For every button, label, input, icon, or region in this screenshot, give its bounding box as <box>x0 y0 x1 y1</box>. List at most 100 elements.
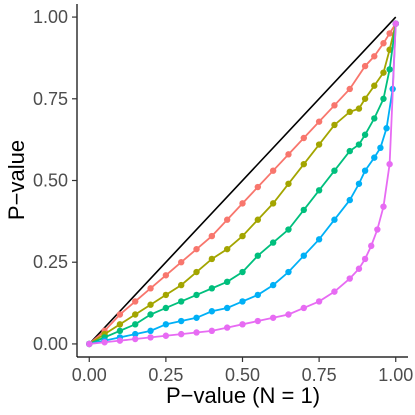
data-point <box>346 147 353 155</box>
data-point <box>285 180 292 187</box>
series-3 <box>86 20 399 348</box>
data-point <box>371 53 378 60</box>
series-layer <box>86 20 399 348</box>
data-point <box>101 339 108 346</box>
data-point <box>331 121 338 129</box>
data-point <box>147 311 154 318</box>
x-tick-label: 0.50 <box>225 365 260 385</box>
y-tick-label: 0.75 <box>33 89 68 109</box>
data-point <box>361 167 369 174</box>
data-point <box>223 245 231 253</box>
data-point <box>193 245 200 253</box>
y-tick-label: 0.00 <box>33 334 68 354</box>
data-point <box>371 115 378 122</box>
data-point <box>300 252 307 259</box>
data-point <box>254 216 262 223</box>
data-point <box>371 82 378 89</box>
data-point <box>368 242 375 250</box>
data-point <box>346 85 353 93</box>
data-point <box>116 327 124 335</box>
data-point <box>380 40 387 47</box>
data-point <box>361 255 369 263</box>
data-point <box>254 317 262 325</box>
data-point <box>269 239 277 246</box>
y-axis-title: P−value <box>4 140 29 220</box>
data-point <box>178 330 185 338</box>
series-2 <box>86 20 399 348</box>
data-point <box>377 144 384 152</box>
data-point <box>380 203 387 210</box>
data-point <box>178 281 185 289</box>
data-point <box>208 327 216 335</box>
data-point <box>331 167 338 174</box>
data-point <box>193 314 200 321</box>
data-point <box>162 291 170 299</box>
data-point <box>193 268 200 276</box>
data-point <box>300 206 307 214</box>
data-point <box>269 314 277 321</box>
data-point <box>132 335 139 343</box>
x-tick-label: 0.75 <box>302 365 337 385</box>
data-point <box>392 20 399 27</box>
data-point <box>116 321 124 328</box>
data-point <box>300 160 307 168</box>
data-point <box>361 62 369 70</box>
data-point <box>208 308 216 315</box>
data-point <box>254 291 262 299</box>
x-tick-label: 0.25 <box>148 365 183 385</box>
data-point <box>386 30 393 37</box>
data-point <box>147 334 154 341</box>
data-point <box>383 125 390 132</box>
reference-line <box>88 16 397 345</box>
data-point <box>162 321 170 328</box>
series-5 <box>86 20 399 348</box>
data-point <box>223 324 231 331</box>
data-point <box>178 317 185 325</box>
data-point <box>208 255 216 263</box>
data-point <box>178 298 185 305</box>
data-point <box>331 288 338 295</box>
data-point <box>285 151 292 158</box>
data-point <box>315 187 323 194</box>
data-point <box>315 298 323 305</box>
data-point <box>386 66 393 73</box>
reference-layer <box>88 16 397 345</box>
data-point <box>380 69 387 76</box>
data-point <box>162 272 170 279</box>
data-point <box>346 275 353 282</box>
data-point <box>371 154 378 161</box>
data-point <box>331 102 338 109</box>
data-point <box>361 131 369 138</box>
data-point <box>315 236 323 243</box>
data-point <box>223 278 231 286</box>
data-point <box>116 311 124 318</box>
data-point <box>132 298 139 305</box>
data-point <box>132 311 139 318</box>
data-point <box>132 330 139 338</box>
data-point <box>355 265 363 272</box>
data-point <box>285 226 292 233</box>
x-axis-title: P−value (N = 1) <box>166 383 320 408</box>
data-point <box>346 108 353 116</box>
data-point <box>269 167 277 174</box>
data-point <box>239 268 246 276</box>
data-point <box>346 196 353 204</box>
data-point <box>355 141 363 148</box>
data-point <box>315 141 323 148</box>
data-point <box>315 118 323 125</box>
y-tick-label: 0.25 <box>33 252 68 272</box>
data-point <box>239 200 246 207</box>
x-tick-label: 1.00 <box>378 365 413 385</box>
data-point <box>178 259 185 266</box>
data-point <box>239 321 246 328</box>
data-point <box>285 311 292 318</box>
data-point <box>285 268 292 276</box>
data-point <box>208 285 216 292</box>
data-point <box>86 340 93 348</box>
data-point <box>386 160 393 168</box>
data-point <box>162 332 170 339</box>
y-tick-label: 1.00 <box>33 7 68 27</box>
data-point <box>223 216 231 223</box>
data-point <box>193 291 200 299</box>
